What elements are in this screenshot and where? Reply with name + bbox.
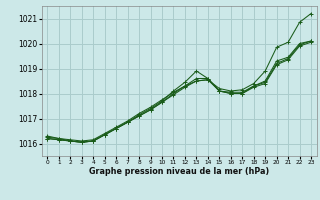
X-axis label: Graphe pression niveau de la mer (hPa): Graphe pression niveau de la mer (hPa): [89, 167, 269, 176]
